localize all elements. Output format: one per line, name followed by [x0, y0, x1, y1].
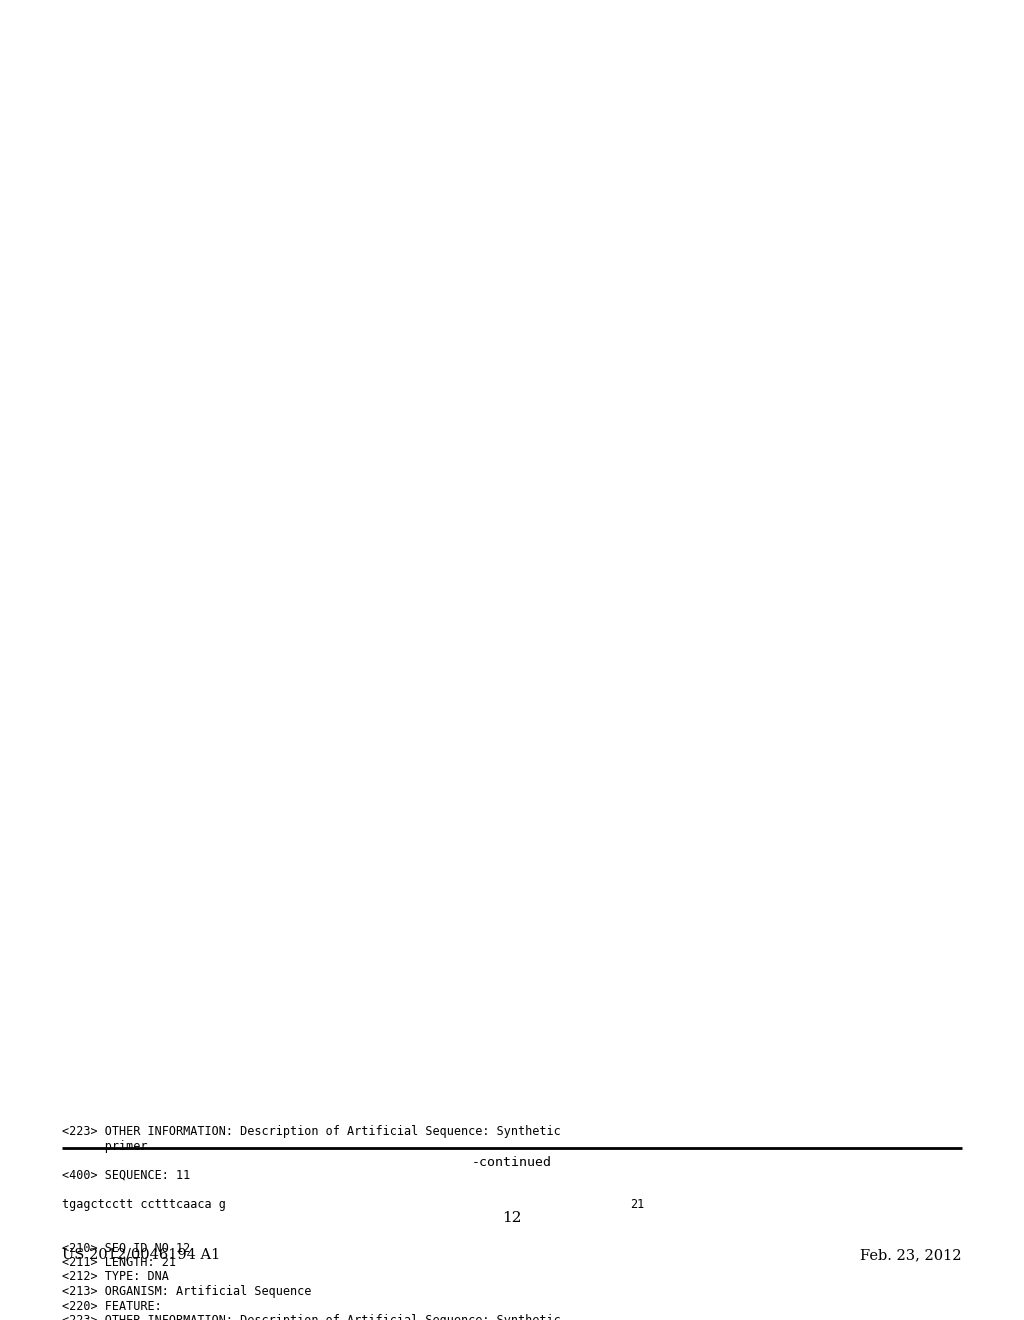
Text: <211> LENGTH: 21: <211> LENGTH: 21	[62, 1257, 176, 1269]
Text: primer: primer	[62, 1140, 147, 1152]
Text: tgagctcctt cctttcaaca g: tgagctcctt cctttcaaca g	[62, 1199, 226, 1210]
Text: -continued: -continued	[472, 1156, 552, 1170]
Text: <210> SEQ ID NO 12: <210> SEQ ID NO 12	[62, 1242, 190, 1254]
Text: <212> TYPE: DNA: <212> TYPE: DNA	[62, 1270, 169, 1283]
Text: <220> FEATURE:: <220> FEATURE:	[62, 1299, 162, 1312]
Text: 12: 12	[502, 1210, 522, 1225]
Text: US 2012/0046194 A1: US 2012/0046194 A1	[62, 1247, 220, 1262]
Text: <400> SEQUENCE: 11: <400> SEQUENCE: 11	[62, 1170, 190, 1181]
Text: <223> OTHER INFORMATION: Description of Artificial Sequence: Synthetic: <223> OTHER INFORMATION: Description of …	[62, 1126, 561, 1138]
Text: Feb. 23, 2012: Feb. 23, 2012	[860, 1247, 962, 1262]
Text: <223> OTHER INFORMATION: Description of Artificial Sequence: Synthetic: <223> OTHER INFORMATION: Description of …	[62, 1313, 561, 1320]
Text: 21: 21	[630, 1199, 644, 1210]
Text: <213> ORGANISM: Artificial Sequence: <213> ORGANISM: Artificial Sequence	[62, 1284, 311, 1298]
